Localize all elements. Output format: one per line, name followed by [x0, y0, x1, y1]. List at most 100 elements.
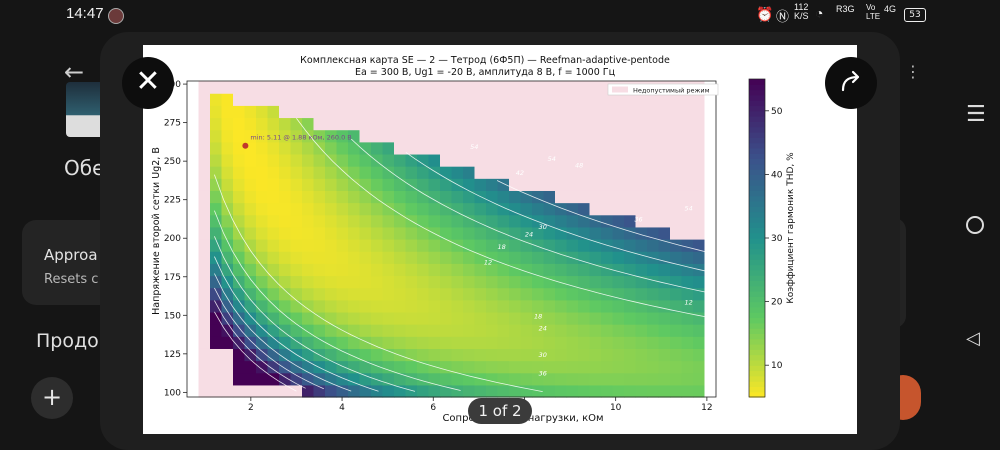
heatmap-cell — [440, 348, 453, 362]
heatmap-cell — [290, 287, 303, 301]
heatmap-cell — [405, 81, 418, 94]
heatmap-cell — [578, 178, 591, 191]
heatmap-cell — [313, 275, 326, 289]
heatmap-cell — [256, 299, 269, 313]
heatmap-cell — [693, 287, 706, 301]
heatmap-cell — [601, 348, 614, 362]
heatmap-cell — [543, 299, 556, 313]
minimum-marker — [242, 142, 249, 149]
heatmap-cell — [555, 324, 568, 337]
image-content[interactable]: Комплексная карта SE — 2 — Тетрод (6Ф5П)… — [143, 45, 857, 434]
heatmap-cell — [463, 384, 476, 398]
heatmap-cell — [336, 141, 349, 155]
home-icon[interactable] — [966, 216, 984, 234]
heatmap-cell — [658, 129, 671, 143]
heatmap-cell — [693, 384, 706, 398]
heatmap-cell — [440, 226, 453, 240]
heatmap-cell — [267, 287, 280, 301]
heatmap-cell — [267, 226, 280, 240]
heatmap-cell — [325, 117, 338, 131]
colorbar-segment — [749, 264, 765, 271]
heatmap-cell — [589, 336, 602, 349]
heatmap-cell — [405, 166, 418, 179]
heatmap-cell — [520, 348, 533, 362]
back-arrow-icon[interactable]: ← — [64, 58, 85, 86]
heatmap-cell — [658, 190, 671, 204]
heatmap-cell — [336, 275, 349, 289]
heatmap-cell — [417, 336, 430, 349]
colorbar-segment — [749, 153, 765, 160]
heatmap-cell — [348, 251, 361, 264]
heatmap-cell — [440, 360, 453, 374]
colorbar-segment — [749, 359, 765, 366]
heatmap-cell — [428, 190, 441, 204]
heatmap-cell — [233, 105, 246, 119]
heatmap-cell — [210, 105, 223, 119]
heatmap-cell — [578, 166, 591, 179]
heatmap-cell — [658, 263, 671, 277]
heatmap-cell — [543, 360, 556, 374]
heatmap-cell — [221, 214, 234, 228]
heatmap-cell — [267, 166, 280, 179]
heatmap-cell — [279, 166, 292, 179]
heatmap-cell — [532, 105, 545, 119]
heatmap-cell — [463, 190, 476, 204]
recents-icon[interactable]: ☰ — [966, 102, 986, 127]
heatmap-cell — [589, 166, 602, 179]
colorbar-segment — [749, 285, 765, 292]
heatmap-cell — [681, 275, 694, 289]
heatmap-cell — [428, 93, 441, 106]
heatmap-cell — [405, 93, 418, 106]
heatmap-cell — [463, 287, 476, 301]
heatmap-cell — [543, 275, 556, 289]
heatmap-cell — [509, 287, 522, 301]
add-button[interactable]: + — [31, 377, 73, 419]
colorbar-segment — [749, 110, 765, 117]
heatmap-cell — [486, 105, 499, 119]
heatmap-cell — [233, 153, 246, 167]
heatmap-cell — [302, 263, 315, 277]
heatmap-cell — [463, 141, 476, 155]
heatmap-cell — [313, 105, 326, 119]
heatmap-cell — [520, 93, 533, 106]
overflow-menu-icon[interactable]: ⋮ — [905, 62, 921, 81]
heatmap-cell — [417, 129, 430, 143]
heatmap-cell — [394, 251, 407, 264]
heatmap-cell — [578, 299, 591, 313]
heatmap-cell — [555, 93, 568, 106]
heatmap-cell — [681, 324, 694, 337]
back-nav-icon[interactable]: ◁ — [966, 328, 980, 349]
heatmap-cell — [428, 348, 441, 362]
heatmap-cell — [486, 190, 499, 204]
heatmap-cell — [233, 178, 246, 191]
heatmap-cell — [371, 348, 384, 362]
heatmap-cell — [302, 348, 315, 362]
heatmap-cell — [693, 178, 706, 191]
heatmap-cell — [543, 251, 556, 264]
heatmap-cell — [566, 202, 579, 216]
heatmap-cell — [589, 263, 602, 277]
heatmap-cell — [578, 360, 591, 374]
heatmap-cell — [290, 141, 303, 155]
heatmap-cell — [474, 141, 487, 155]
heatmap-cell — [382, 239, 395, 252]
heatmap-cell — [681, 178, 694, 191]
heatmap-cell — [647, 263, 660, 277]
heatmap-cell — [290, 93, 303, 106]
heatmap-cell — [417, 348, 430, 362]
heatmap-cell — [244, 251, 257, 264]
contour-line — [496, 180, 707, 253]
heatmap-cell — [290, 299, 303, 313]
thumbnail-image[interactable] — [66, 82, 106, 137]
heatmap-cell — [279, 202, 292, 216]
heatmap-cell — [302, 190, 315, 204]
heatmap-cell — [670, 166, 683, 179]
heatmap-cell — [704, 105, 717, 119]
heatmap-cell — [509, 311, 522, 325]
heatmap-cell — [635, 141, 648, 155]
close-button[interactable]: ✕ — [122, 57, 174, 109]
heatmap-cell — [394, 226, 407, 240]
share-button[interactable] — [825, 57, 877, 109]
heatmap-cell — [520, 178, 533, 191]
heatmap-cell — [566, 93, 579, 106]
